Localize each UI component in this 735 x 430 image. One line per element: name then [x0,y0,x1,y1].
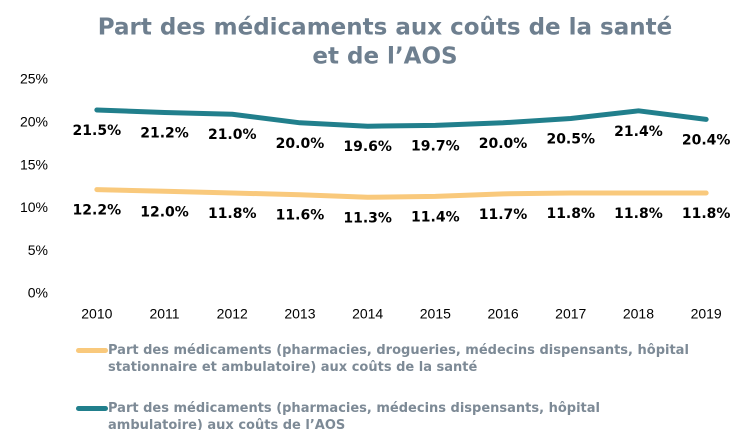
data-label: 20.0% [276,136,325,152]
series-line [94,187,709,200]
data-label: 21.2% [140,126,189,142]
data-label: 21.5% [73,123,122,139]
data-label: 11.8% [614,206,663,222]
y-tick-label: 10% [20,199,48,215]
data-label: 21.0% [208,127,257,143]
x-tick-label: 2018 [623,306,654,322]
x-tick-label: 2014 [352,306,383,322]
data-label: 19.7% [411,138,460,154]
data-label: 12.0% [140,204,189,220]
x-tick-label: 2017 [555,306,586,322]
data-label: 20.0% [479,136,528,152]
legend-swatch [76,348,108,353]
data-label: 21.4% [614,124,663,140]
x-tick-label: 2015 [420,306,451,322]
data-label: 20.4% [682,132,731,148]
chart-title: et de l’AOS [312,44,457,70]
y-tick-label: 0% [28,285,48,301]
series-line [94,107,709,129]
data-label: 11.3% [343,210,392,226]
y-tick-label: 20% [20,114,48,130]
legend-label: Part des médicaments (pharmacies, drogue… [108,343,689,375]
data-label: 20.5% [546,132,595,148]
legend-label: Part des médicaments (pharmacies, médeci… [108,401,600,430]
data-label: 11.4% [411,209,460,225]
y-tick-label: 15% [20,156,48,172]
x-tick-label: 2011 [149,306,179,322]
data-label: 11.8% [546,206,595,222]
legend-swatch [76,406,108,411]
x-tick-label: 2016 [487,306,518,322]
x-tick-label: 2012 [217,306,248,322]
x-tick-label: 2013 [284,306,315,322]
data-label: 11.6% [276,208,325,224]
data-label: 11.8% [682,206,731,222]
legend-item: Part des médicaments (pharmacies, médeci… [76,400,696,430]
y-tick-label: 5% [28,242,48,258]
x-tick-label: 2019 [691,306,722,322]
legend-item: Part des médicaments (pharmacies, drogue… [76,342,696,376]
data-label: 11.7% [479,207,528,223]
x-tick-label: 2010 [81,306,112,322]
data-label: 19.6% [343,139,392,155]
data-label: 12.2% [73,203,122,219]
chart-title: Part des médicaments aux coûts de la san… [98,15,672,41]
data-label: 11.8% [208,206,257,222]
y-tick-label: 25% [20,71,48,87]
